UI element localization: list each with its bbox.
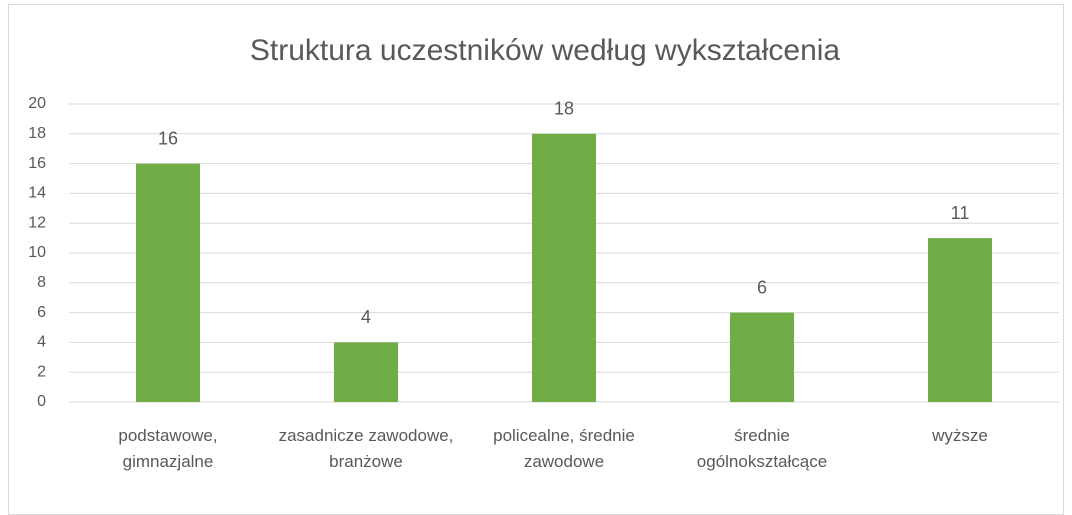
x-tick-label: średnie ogólnokształcące bbox=[697, 426, 827, 471]
bar bbox=[928, 238, 992, 402]
x-tick-label: zasadnicze zawodowe, branżowe bbox=[279, 426, 454, 471]
data-label: 4 bbox=[361, 307, 371, 327]
y-tick-label: 18 bbox=[28, 125, 46, 142]
y-tick-label: 0 bbox=[37, 393, 46, 410]
x-tick-label: policealne, średnie zawodowe bbox=[493, 426, 635, 471]
bar bbox=[532, 133, 596, 403]
x-tick-label: wyższe bbox=[931, 426, 988, 445]
bar bbox=[334, 342, 398, 402]
y-tick-label: 10 bbox=[28, 244, 46, 261]
data-label: 18 bbox=[554, 99, 574, 119]
y-tick-label: 20 bbox=[28, 95, 46, 112]
data-label: 11 bbox=[951, 203, 970, 223]
bar bbox=[136, 163, 200, 402]
data-label: 16 bbox=[158, 128, 178, 148]
data-label: 6 bbox=[757, 277, 767, 297]
y-tick-label: 14 bbox=[28, 185, 46, 202]
x-tick-label: podstawowe, gimnazjalne bbox=[118, 426, 217, 471]
bar bbox=[730, 312, 794, 402]
y-tick-label: 6 bbox=[37, 304, 46, 321]
y-tick-label: 4 bbox=[37, 334, 46, 351]
chart-title: Struktura uczestników według wykształcen… bbox=[250, 34, 841, 67]
y-tick-label: 16 bbox=[28, 155, 46, 172]
y-tick-label: 2 bbox=[37, 363, 46, 380]
y-tick-label: 8 bbox=[37, 274, 46, 291]
y-tick-label: 12 bbox=[28, 214, 46, 231]
